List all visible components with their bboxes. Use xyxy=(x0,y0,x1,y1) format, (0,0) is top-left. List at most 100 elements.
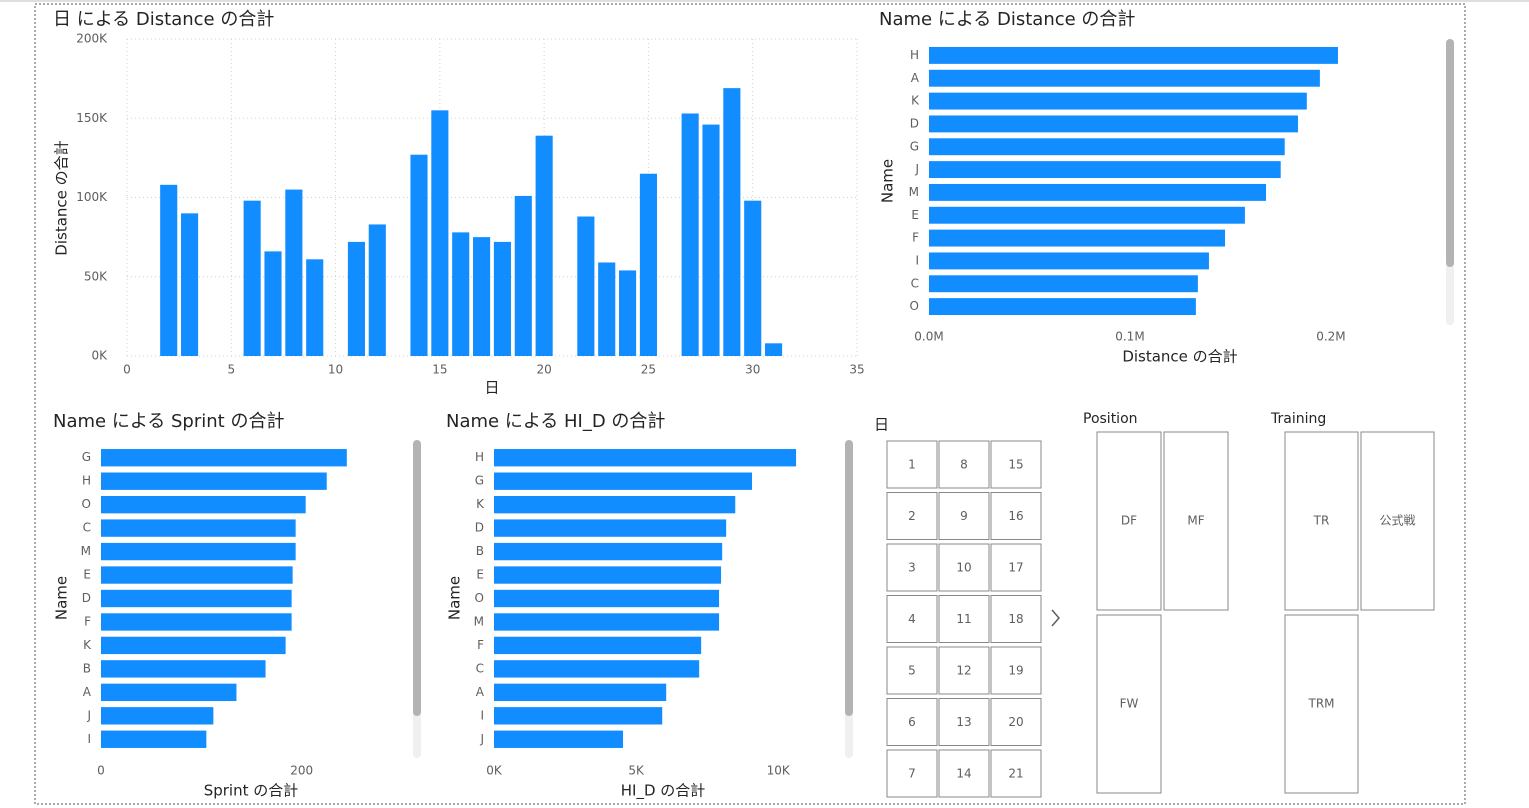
slicer-button[interactable] xyxy=(938,646,990,695)
scrollbar xyxy=(845,440,853,716)
slicer-item[interactable]: TR xyxy=(1313,514,1330,528)
slicer-item[interactable]: 16 xyxy=(1008,509,1023,523)
slicer-button[interactable] xyxy=(990,698,1042,746)
y-tick-label: M xyxy=(909,185,919,199)
y-tick-label: G xyxy=(82,450,91,464)
y-tick-label: F xyxy=(84,614,91,628)
slicer-button[interactable] xyxy=(938,440,990,489)
x-tick-label: 30 xyxy=(745,363,760,377)
bar xyxy=(494,636,702,655)
bar xyxy=(929,138,1285,156)
x-tick-label: 20 xyxy=(537,363,552,377)
slicer-item[interactable]: FW xyxy=(1120,697,1139,711)
slicer-item[interactable]: 15 xyxy=(1008,458,1023,472)
slicer-button[interactable] xyxy=(1360,431,1435,611)
slicer-button[interactable] xyxy=(886,440,938,489)
slicer-item[interactable]: 6 xyxy=(908,715,916,729)
bar xyxy=(493,241,511,356)
y-tick-label: 150K xyxy=(76,111,108,125)
slicer-item[interactable]: 10 xyxy=(956,561,971,575)
y-tick-label: J xyxy=(914,162,919,176)
slicer-button[interactable] xyxy=(886,595,938,643)
y-tick-label: B xyxy=(83,661,91,675)
slicer-item[interactable]: 4 xyxy=(908,612,916,626)
slicer-button[interactable] xyxy=(990,595,1042,643)
slicer-title: 日 xyxy=(874,416,889,434)
x-tick-label: 10K xyxy=(767,764,791,778)
slicer-button[interactable] xyxy=(990,492,1042,540)
x-tick-label: 5 xyxy=(227,363,235,377)
x-axis-title: Distance の合計 xyxy=(1122,348,1237,366)
x-tick-label: 25 xyxy=(641,363,656,377)
slicer-button[interactable] xyxy=(1284,614,1359,794)
bar xyxy=(929,206,1245,224)
y-tick-label: O xyxy=(82,497,91,511)
y-tick-label: E xyxy=(911,208,919,222)
slicer-item[interactable]: 14 xyxy=(956,767,971,781)
slicer-item[interactable]: DF xyxy=(1121,514,1137,528)
slicer-item[interactable]: 8 xyxy=(960,458,968,472)
bar xyxy=(535,135,553,356)
slicer-item[interactable]: 17 xyxy=(1008,561,1023,575)
y-tick-label: I xyxy=(915,253,919,267)
bar xyxy=(494,707,663,725)
slicer-item[interactable]: TRM xyxy=(1307,697,1334,711)
x-tick-label: 0 xyxy=(97,764,105,778)
chart-title: Name による Distance の合計 xyxy=(879,9,1135,30)
bar xyxy=(723,88,741,356)
slicer-item[interactable]: 9 xyxy=(960,509,968,523)
x-tick-label: 0K xyxy=(486,764,503,778)
slicer-button[interactable] xyxy=(990,440,1042,489)
slicer-button[interactable] xyxy=(938,595,990,643)
x-axis-title: Sprint の合計 xyxy=(204,782,299,800)
x-axis-title: 日 xyxy=(484,379,499,397)
slicer-button[interactable] xyxy=(990,749,1042,798)
bar xyxy=(494,542,723,561)
slicer-button[interactable] xyxy=(886,492,938,540)
slicer-item[interactable]: 18 xyxy=(1008,612,1023,626)
slicer-item[interactable]: 7 xyxy=(908,767,916,781)
bar xyxy=(929,161,1281,179)
slicer-button[interactable] xyxy=(886,646,938,695)
slicer-button[interactable] xyxy=(938,543,990,592)
slicer-button[interactable] xyxy=(886,749,938,798)
slicer-button[interactable] xyxy=(938,698,990,746)
x-tick-label: 0.0M xyxy=(914,330,943,344)
bar xyxy=(494,683,667,702)
slicer-item[interactable]: 1 xyxy=(908,458,916,472)
slicer-item[interactable]: 21 xyxy=(1008,767,1023,781)
slicer-button[interactable] xyxy=(1096,431,1162,611)
y-tick-label: C xyxy=(911,276,919,290)
slicer-arrow[interactable] xyxy=(1051,609,1060,627)
slicer-item[interactable]: 11 xyxy=(956,612,971,626)
x-tick-label: 15 xyxy=(432,363,447,377)
slicer-item[interactable]: 12 xyxy=(956,664,971,678)
slicer-item[interactable]: 13 xyxy=(956,715,971,729)
slicer-item[interactable]: 2 xyxy=(908,509,916,523)
bar xyxy=(101,707,214,725)
slicer-item[interactable]: 20 xyxy=(1008,715,1023,729)
y-tick-label: M xyxy=(81,544,91,558)
bar xyxy=(452,232,470,356)
y-axis-title: Name xyxy=(53,576,71,620)
slicer-button[interactable] xyxy=(938,492,990,540)
slicer-item[interactable]: 公式戦 xyxy=(1379,514,1415,528)
slicer-button[interactable] xyxy=(990,646,1042,695)
y-tick-label: K xyxy=(476,497,485,511)
slicer-button[interactable] xyxy=(886,698,938,746)
slicer-item[interactable]: 19 xyxy=(1008,664,1023,678)
slicer-button[interactable] xyxy=(1096,614,1162,794)
slicer-button[interactable] xyxy=(990,543,1042,592)
slicer-button[interactable] xyxy=(886,543,938,592)
slicer-item[interactable]: 3 xyxy=(908,561,916,575)
x-tick-label: 0 xyxy=(123,363,131,377)
slicer-item[interactable]: MF xyxy=(1187,514,1204,528)
slicer-button[interactable] xyxy=(1284,431,1359,611)
slicer-item[interactable]: 5 xyxy=(908,664,916,678)
bar xyxy=(744,200,762,356)
slicer-button[interactable] xyxy=(938,749,990,798)
x-axis-title: HI_D の合計 xyxy=(621,782,706,801)
bar xyxy=(101,636,286,655)
bar xyxy=(494,730,624,748)
slicer-button[interactable] xyxy=(1163,431,1229,611)
